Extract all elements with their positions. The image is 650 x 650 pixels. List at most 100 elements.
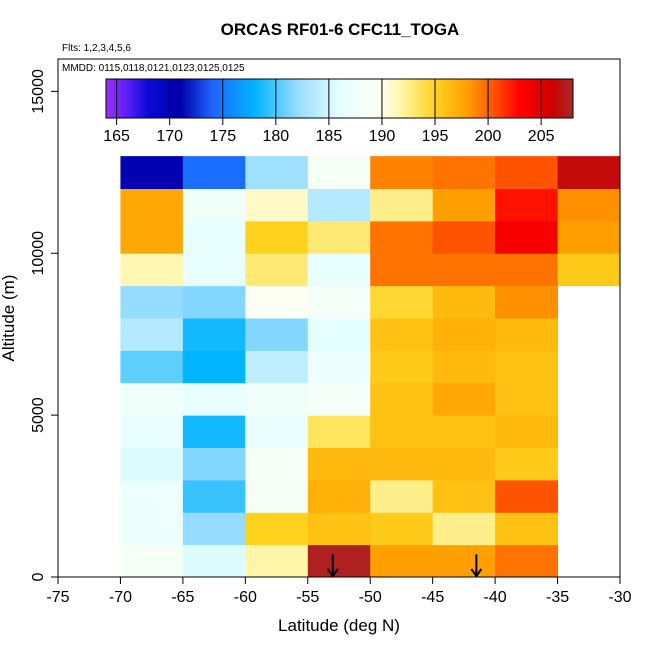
chart-title: ORCAS RF01-6 CFC11_TOGA xyxy=(221,20,460,39)
x-tick-label: -30 xyxy=(608,589,631,606)
heatmap-cell xyxy=(182,156,246,190)
heatmap-cell xyxy=(370,415,434,449)
heatmap-cell xyxy=(307,253,371,287)
flights-note: Flts: 1,2,3,4,5,6 xyxy=(62,43,131,54)
heatmap-cell xyxy=(370,156,434,190)
heatmap-cell xyxy=(182,479,246,513)
heatmap-cell xyxy=(495,220,559,254)
heatmap-cell xyxy=(495,318,559,351)
y-tick-label: 0 xyxy=(30,572,47,581)
colorbar-tick-label: 185 xyxy=(316,128,343,145)
x-tick-label: -40 xyxy=(484,589,507,606)
x-tick-label: -55 xyxy=(296,589,319,606)
x-tick-label: -35 xyxy=(546,589,569,606)
colorbar-ticks: 165 170 175 180 185 190 195 200 205 xyxy=(103,79,555,145)
heatmap-cell xyxy=(370,512,434,546)
heatmap-cell xyxy=(307,156,371,190)
heatmap-cell xyxy=(182,350,246,384)
heatmap-cell xyxy=(495,544,559,578)
heatmap-cell xyxy=(182,415,246,449)
heatmap-cell xyxy=(495,285,559,319)
heatmap-cell xyxy=(245,415,309,449)
heatmap-cell xyxy=(307,544,371,578)
heatmap-cell xyxy=(120,447,184,481)
heatmap-cell xyxy=(432,220,496,254)
heatmap-cell xyxy=(245,544,309,578)
heatmap-cell xyxy=(120,415,184,449)
heatmap-cell xyxy=(495,382,559,416)
x-tick-label: -60 xyxy=(234,589,257,606)
heatmap-cells xyxy=(120,156,621,578)
heatmap-cell xyxy=(307,188,371,222)
heatmap-cell xyxy=(245,285,309,319)
heatmap-cell xyxy=(307,512,371,546)
heatmap-cell xyxy=(182,188,246,222)
heatmap-cell xyxy=(557,188,621,222)
heatmap-cell xyxy=(182,512,246,546)
heatmap-cell xyxy=(432,156,496,190)
colorbar-tick-label: 165 xyxy=(103,128,130,145)
heatmap-cell xyxy=(432,512,496,546)
heatmap-cell xyxy=(432,253,496,287)
x-axis-title: Latitude (deg N) xyxy=(278,616,400,635)
heatmap-cell xyxy=(182,382,246,416)
heatmap-cell xyxy=(495,156,559,190)
heatmap-cell xyxy=(245,188,309,222)
heatmap-cell xyxy=(120,318,184,351)
heatmap-cell xyxy=(245,479,309,513)
heatmap-cell xyxy=(120,156,184,190)
colorbar-tick-label: 170 xyxy=(156,128,183,145)
heatmap-cell xyxy=(370,188,434,222)
heatmap-cell xyxy=(245,318,309,351)
heatmap-cell xyxy=(120,285,184,319)
colorbar-tick-label: 180 xyxy=(262,128,289,145)
x-tick-label: -45 xyxy=(421,589,444,606)
heatmap-cell xyxy=(120,188,184,222)
heatmap-cell xyxy=(370,544,434,578)
heatmap-cell xyxy=(432,188,496,222)
heatmap-cell xyxy=(495,350,559,384)
heatmap-cell xyxy=(370,479,434,513)
heatmap-cell xyxy=(557,220,621,254)
heatmap-cell xyxy=(370,382,434,416)
heatmap-cell xyxy=(307,220,371,254)
heatmap-cell xyxy=(432,479,496,513)
heatmap-cell xyxy=(307,382,371,416)
colorbar-tick-label: 205 xyxy=(528,128,555,145)
heatmap-cell xyxy=(557,156,621,190)
heatmap-cell xyxy=(370,220,434,254)
heatmap-cell xyxy=(495,479,559,513)
heatmap-cell xyxy=(182,220,246,254)
heatmap-cell xyxy=(120,253,184,287)
colorbar-tick-label: 200 xyxy=(475,128,502,145)
heatmap-cell xyxy=(432,544,496,578)
heatmap-cell xyxy=(182,253,246,287)
heatmap-cell xyxy=(307,318,371,351)
x-tick-label: -65 xyxy=(171,589,194,606)
heatmap-cell xyxy=(307,479,371,513)
heatmap-cell xyxy=(245,382,309,416)
heatmap-cell xyxy=(370,285,434,319)
heatmap-cell xyxy=(307,285,371,319)
heatmap-cell xyxy=(245,220,309,254)
heatmap-cell xyxy=(120,512,184,546)
heatmap-cell xyxy=(432,285,496,319)
colorbar: 165 170 175 180 185 190 195 200 205 xyxy=(103,78,574,145)
heatmap-cell xyxy=(245,350,309,384)
heatmap-cell xyxy=(120,479,184,513)
colorbar-tick-label: 195 xyxy=(422,128,449,145)
heatmap-cell xyxy=(120,382,184,416)
heatmap-cell xyxy=(182,447,246,481)
heatmap-cell xyxy=(182,544,246,578)
colorbar-tick-label: 175 xyxy=(209,128,236,145)
heatmap-cell xyxy=(432,415,496,449)
heatmap-cell xyxy=(120,544,184,578)
heatmap-cell xyxy=(432,318,496,351)
heatmap-cell xyxy=(245,156,309,190)
heatmap-cell xyxy=(557,253,621,287)
heatmap-cell xyxy=(245,447,309,481)
x-tick-label: -75 xyxy=(46,589,69,606)
heatmap-cell xyxy=(370,253,434,287)
heatmap-cell xyxy=(370,318,434,351)
